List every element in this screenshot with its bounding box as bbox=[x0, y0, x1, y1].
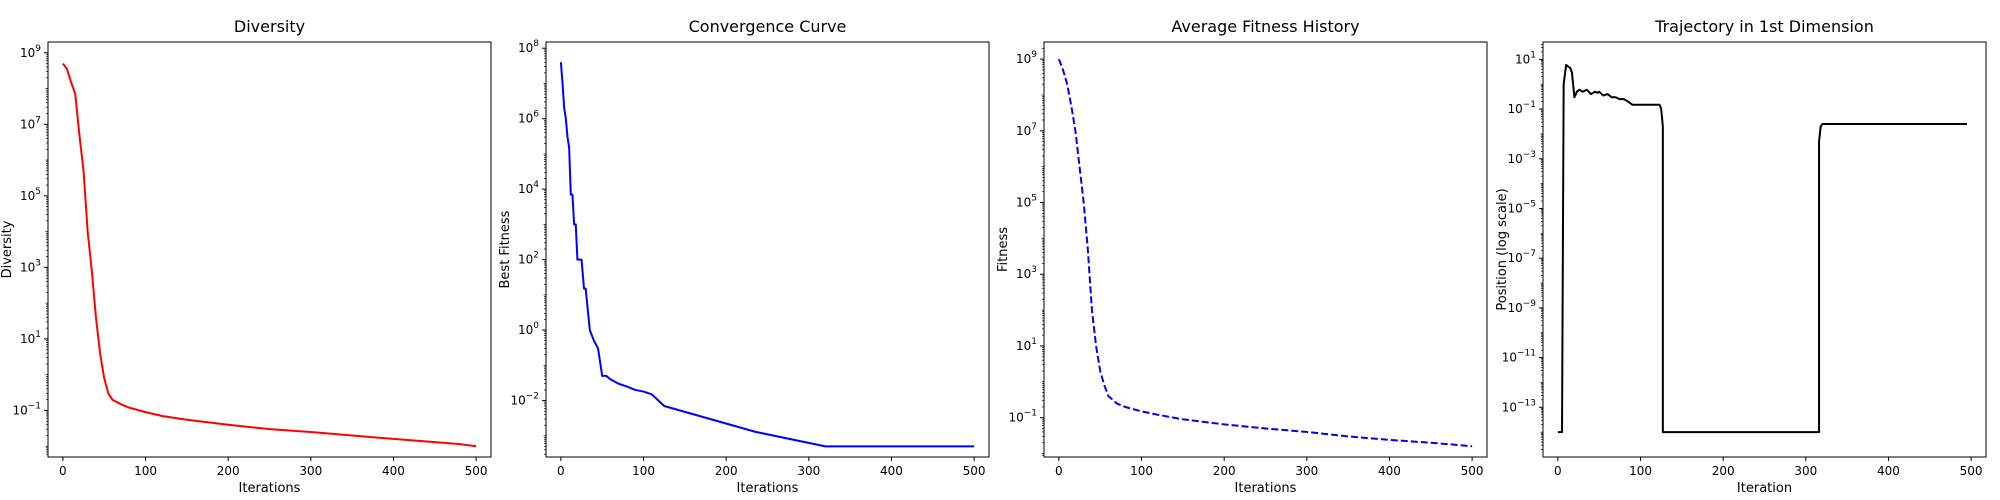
y-tick-label: 10−1 bbox=[1507, 100, 1536, 116]
x-tick-label: 100 bbox=[632, 464, 655, 478]
x-tick-label: 500 bbox=[963, 464, 986, 478]
y-tick-label: 100 bbox=[518, 321, 539, 337]
y-tick-label: 10−3 bbox=[1507, 150, 1536, 166]
x-tick-label: 0 bbox=[59, 464, 67, 478]
plot-frame bbox=[545, 41, 990, 458]
x-tick-label: 200 bbox=[217, 464, 240, 478]
y-tick-label: 10−2 bbox=[510, 392, 539, 408]
x-tick-label: 500 bbox=[1960, 464, 1983, 478]
x-tick-label: 400 bbox=[1877, 464, 1900, 478]
chart-panel-1: 10−1 101 103 105 107 109 0 100 200 300 400 500 Diver… bbox=[0, 17, 492, 496]
y-tick-label: 103 bbox=[20, 258, 41, 274]
chart-panel-4: 10−13 10−11 10−9 10−7 10−5 10−3 10−1 101 0 100 200… bbox=[1495, 17, 1987, 496]
x-tick-label: 200 bbox=[1213, 464, 1236, 478]
x-tick-label: 200 bbox=[1712, 464, 1735, 478]
series-line-1 bbox=[62, 62, 477, 448]
chart-title: Trajectory in 1st Dimension bbox=[1654, 17, 1874, 36]
x-tick-label: 300 bbox=[797, 464, 820, 478]
y-tick-label: 10−9 bbox=[1507, 299, 1536, 315]
y-tick-label: 109 bbox=[20, 44, 41, 60]
y-tick-label: 10−1 bbox=[1008, 409, 1037, 425]
x-axis-label: Iterations bbox=[239, 481, 301, 496]
x-tick-label: 300 bbox=[1295, 464, 1318, 478]
x-tick-label: 100 bbox=[134, 464, 157, 478]
y-axis-label: Fitness bbox=[996, 227, 1011, 272]
y-tick-label: 10−11 bbox=[1502, 349, 1536, 365]
x-tick-label: 300 bbox=[299, 464, 322, 478]
y-axis-label: Best Fitness bbox=[498, 210, 513, 288]
y-tick-label: 108 bbox=[518, 39, 539, 55]
y-tick-label: 10−13 bbox=[1502, 398, 1536, 414]
plot-frame bbox=[47, 41, 492, 458]
y-tick-label: 103 bbox=[1016, 265, 1037, 281]
x-tick-label: 400 bbox=[1378, 464, 1401, 478]
y-tick-label: 10−7 bbox=[1507, 249, 1536, 265]
y-tick-label: 10−1 bbox=[12, 401, 41, 417]
y-tick-label: 10−5 bbox=[1507, 199, 1536, 215]
y-tick-label: 101 bbox=[20, 330, 41, 346]
x-tick-label: 400 bbox=[382, 464, 405, 478]
y-tick-label: 104 bbox=[518, 180, 539, 196]
x-tick-label: 100 bbox=[1130, 464, 1153, 478]
y-tick-label: 107 bbox=[1016, 122, 1037, 138]
plot-frame bbox=[1043, 41, 1488, 458]
chart-panel-3: 10−1 101 103 105 107 109 0 100 200 300 400 500 Avera… bbox=[996, 17, 1488, 496]
x-tick-label: 0 bbox=[557, 464, 565, 478]
x-tick-label: 0 bbox=[1055, 464, 1063, 478]
x-tick-label: 0 bbox=[1554, 464, 1562, 478]
x-tick-label: 500 bbox=[1461, 464, 1484, 478]
plot-frame bbox=[1542, 41, 1987, 458]
y-tick-label: 101 bbox=[1016, 337, 1037, 353]
y-axis-label: Position (log scale) bbox=[1495, 188, 1510, 310]
y-tick-label: 105 bbox=[20, 187, 41, 203]
chart-title: Convergence Curve bbox=[689, 17, 847, 36]
y-tick-label: 109 bbox=[1016, 50, 1037, 66]
x-tick-label: 200 bbox=[715, 464, 738, 478]
x-axis-label: Iterations bbox=[1235, 481, 1297, 496]
x-tick-label: 500 bbox=[465, 464, 488, 478]
x-tick-label: 100 bbox=[1629, 464, 1652, 478]
chart-title: Diversity bbox=[234, 17, 305, 36]
y-tick-label: 107 bbox=[20, 115, 41, 131]
x-axis-label: Iteration bbox=[1737, 481, 1792, 496]
y-tick-label: 106 bbox=[518, 110, 539, 126]
y-tick-label: 101 bbox=[1515, 50, 1536, 66]
y-tick-label: 102 bbox=[518, 251, 539, 267]
x-tick-label: 400 bbox=[880, 464, 903, 478]
x-axis-label: Iterations bbox=[737, 481, 799, 496]
series-line-1 bbox=[1057, 58, 1473, 448]
y-axis-label: Diversity bbox=[0, 220, 15, 278]
chart-panel-2: 10−2 100 102 104 106 108 0 100 200 300 400 500 Conve… bbox=[498, 17, 990, 496]
x-tick-label: 300 bbox=[1794, 464, 1817, 478]
series-line-1 bbox=[1557, 63, 1967, 434]
chart-title: Average Fitness History bbox=[1171, 17, 1359, 36]
y-tick-label: 105 bbox=[1016, 194, 1037, 210]
series-line-1 bbox=[559, 62, 975, 448]
